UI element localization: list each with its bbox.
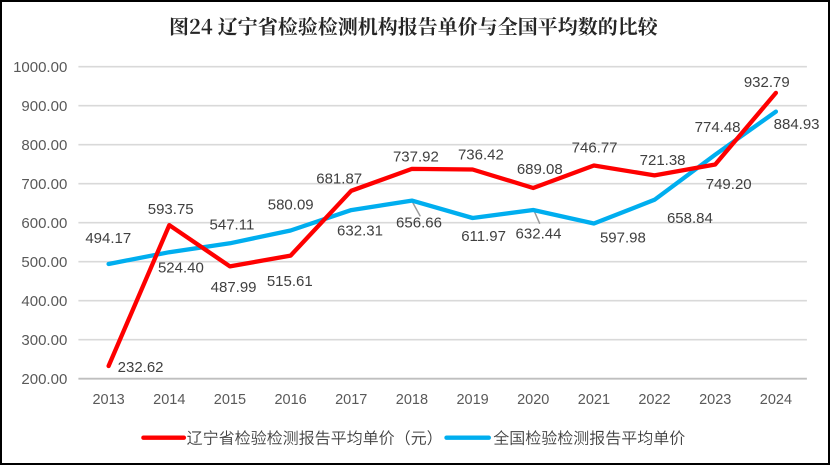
- svg-text:721.38: 721.38: [640, 152, 686, 169]
- svg-text:2016: 2016: [274, 392, 306, 408]
- svg-text:2019: 2019: [456, 392, 488, 408]
- svg-text:2023: 2023: [699, 392, 731, 408]
- svg-text:2013: 2013: [92, 392, 124, 408]
- svg-text:2024: 2024: [760, 392, 792, 408]
- svg-text:300.00: 300.00: [21, 332, 67, 349]
- svg-text:736.42: 736.42: [458, 146, 504, 163]
- svg-text:632.44: 632.44: [516, 226, 562, 243]
- svg-text:632.31: 632.31: [337, 223, 383, 240]
- svg-text:689.08: 689.08: [517, 161, 563, 178]
- svg-text:515.61: 515.61: [267, 273, 313, 290]
- svg-text:749.20: 749.20: [706, 176, 752, 193]
- svg-text:900.00: 900.00: [21, 98, 67, 115]
- svg-text:2015: 2015: [214, 392, 246, 408]
- svg-text:2018: 2018: [396, 392, 428, 408]
- svg-text:2017: 2017: [335, 392, 367, 408]
- svg-text:611.97: 611.97: [461, 228, 506, 245]
- svg-text:200.00: 200.00: [21, 371, 67, 388]
- svg-text:593.75: 593.75: [148, 201, 194, 218]
- svg-text:597.98: 597.98: [600, 230, 646, 247]
- svg-text:547.11: 547.11: [210, 217, 255, 234]
- svg-text:487.99: 487.99: [211, 279, 257, 296]
- svg-text:932.79: 932.79: [744, 74, 790, 91]
- svg-text:400.00: 400.00: [21, 293, 67, 310]
- svg-text:746.77: 746.77: [572, 139, 618, 156]
- svg-text:800.00: 800.00: [21, 137, 67, 154]
- svg-text:681.87: 681.87: [316, 171, 362, 188]
- svg-text:600.00: 600.00: [21, 215, 67, 232]
- svg-text:2014: 2014: [153, 392, 185, 408]
- svg-text:2021: 2021: [578, 392, 610, 408]
- svg-text:658.84: 658.84: [667, 210, 713, 227]
- svg-text:700.00: 700.00: [21, 176, 67, 193]
- svg-text:524.40: 524.40: [158, 260, 204, 277]
- svg-text:737.92: 737.92: [393, 149, 439, 166]
- svg-text:2020: 2020: [517, 392, 549, 408]
- svg-text:2022: 2022: [638, 392, 670, 408]
- svg-text:500.00: 500.00: [21, 254, 67, 271]
- svg-text:1000.00: 1000.00: [13, 59, 67, 76]
- svg-text:580.09: 580.09: [268, 196, 314, 213]
- svg-text:656.66: 656.66: [396, 214, 442, 231]
- svg-text:884.93: 884.93: [774, 116, 820, 133]
- svg-text:774.48: 774.48: [695, 119, 741, 136]
- svg-text:494.17: 494.17: [85, 230, 131, 247]
- svg-text:232.62: 232.62: [118, 359, 164, 376]
